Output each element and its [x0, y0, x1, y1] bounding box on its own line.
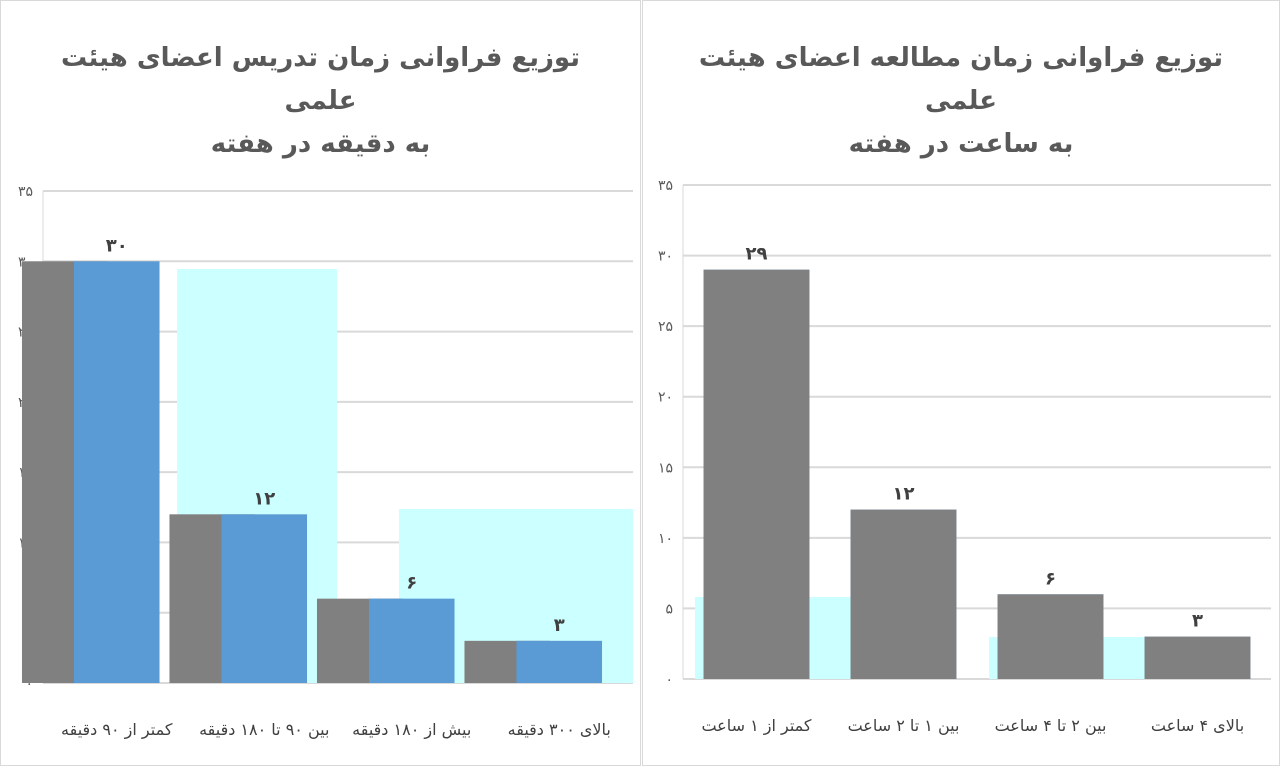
chart-plot-right: ۰ ۵ ۱۰ ۱۵ ۲۰ ۲۵ ۳۰ ۳۵ ۲۹ کمتر از ۱ ساعت ۱۲ بین ۱ تا…: [658, 178, 1271, 736]
category-label: بالای ۴ ساعت: [1151, 716, 1244, 735]
y-tick-label: ۰: [665, 672, 673, 688]
chart-title-line2: به دقیقه در هفته: [210, 128, 431, 159]
y-tick-label: ۳۵: [18, 184, 33, 200]
category-label: کمتر از ۹۰ دقیقه: [61, 720, 173, 740]
category-label: بین ۱ تا ۲ ساعت: [848, 716, 960, 736]
bar: [1144, 636, 1251, 679]
chart-title-line1: توزیع فراوانی زمان مطالعه اعضای هیئت علم…: [698, 43, 1224, 116]
data-label: ۱۲: [893, 484, 915, 505]
y-tick-label: ۳۵: [658, 178, 673, 194]
chart-title-right: توزیع فراوانی زمان مطالعه اعضای هیئت علم…: [683, 37, 1239, 166]
category-label: کمتر از ۱ ساعت: [701, 716, 811, 736]
bar: [516, 640, 603, 683]
chart-title-line2: به ساعت در هفته: [848, 128, 1074, 159]
data-label: ۳: [554, 615, 565, 636]
data-label: ۶: [1045, 568, 1056, 589]
category-label: بین ۹۰ تا ۱۸۰ دقیقه: [199, 720, 329, 740]
category-label: بالای ۳۰۰ دقیقه: [508, 720, 611, 739]
chart-title-left: توزیع فراوانی زمان تدریس اعضای هیئت علمی…: [41, 37, 600, 166]
chart-panel-left: توزیع فراوانی زمان تدریس اعضای هیئت علمی…: [0, 0, 641, 766]
chart-title-line1: توزیع فراوانی زمان تدریس اعضای هیئت علمی: [60, 43, 580, 116]
bar: [368, 598, 455, 683]
y-tick-label: ۲۰: [658, 390, 673, 406]
data-label: ۶: [406, 573, 417, 594]
bar: [997, 594, 1104, 679]
chart-panel-right: توزیع فراوانی زمان مطالعه اعضای هیئت علم…: [642, 0, 1280, 766]
data-label: ۲۹: [746, 244, 768, 265]
bar: [221, 514, 308, 683]
y-tick-label: ۲۵: [658, 319, 673, 335]
data-label: ۱۲: [253, 488, 275, 509]
y-tick-label: ۳۰: [658, 249, 673, 265]
category-label: بین ۲ تا ۴ ساعت: [995, 716, 1107, 736]
bar: [703, 269, 810, 679]
bar: [73, 261, 160, 683]
y-tick-label: ۱۵: [658, 460, 673, 476]
data-label: ۳: [1192, 611, 1203, 632]
y-tick-label: ۱۰: [658, 531, 673, 547]
bar: [850, 509, 957, 679]
y-tick-label: ۰: [25, 676, 33, 692]
y-tick-label: ۵: [665, 601, 673, 617]
category-label: بیش از ۱۸۰ دقیقه: [352, 720, 471, 740]
data-label: ۳۰: [106, 235, 128, 256]
